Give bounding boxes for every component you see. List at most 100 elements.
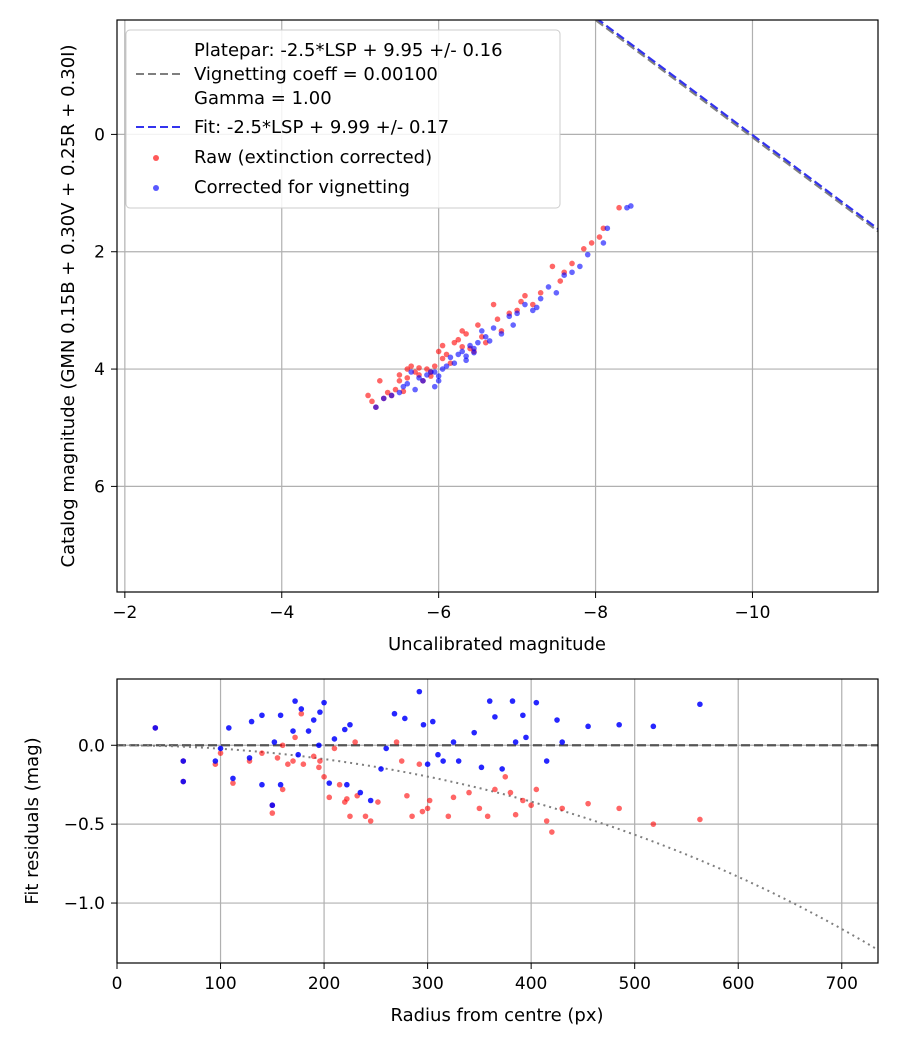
bottom-raw-residual-point <box>347 813 353 820</box>
top-corrected-point <box>431 369 438 375</box>
top-corrected-point <box>561 272 567 279</box>
top-raw-point <box>475 322 481 328</box>
bottom-corrected-residual-point <box>271 739 278 745</box>
bottom-corrected-residual-point <box>543 758 550 764</box>
top-corrected-point <box>373 404 379 411</box>
top-raw-point <box>424 366 430 372</box>
legend: Platepar: -2.5*LSP + 9.95 +/- 0.16 Vigne… <box>125 29 561 209</box>
bottom-corrected-residual-point <box>616 721 622 728</box>
top-raw-point <box>494 316 501 323</box>
bottom-corrected-residual-point <box>585 723 591 730</box>
top-raw-point <box>439 355 446 362</box>
top-corrected-point <box>400 383 407 390</box>
bottom-raw-residual-point <box>466 789 472 796</box>
top-corrected-point <box>471 345 477 352</box>
top-corrected-point <box>463 353 469 359</box>
bottom-axes-frame <box>116 678 879 964</box>
top-x-axis-label: Uncalibrated magnitude <box>388 634 606 655</box>
bottom-corrected-residual-point <box>554 717 560 723</box>
top-raw-point <box>404 366 411 372</box>
bottom-y-tick-label: 0.0 <box>78 736 105 756</box>
bottom-raw-residual-point <box>416 761 423 767</box>
bottom-corrected-residual-point <box>317 709 323 715</box>
legend-corrected-marker <box>153 185 159 191</box>
bottom-raw-residual-point <box>336 781 343 788</box>
top-x-tick-label: −10 <box>735 603 771 623</box>
bottom-corrected-residual-point <box>424 761 431 767</box>
top-raw-point <box>365 392 371 399</box>
bottom-x-tick-label: 700 <box>826 974 858 994</box>
bottom-x-tick-label: 200 <box>308 974 340 994</box>
bottom-corrected-residual-point <box>429 718 436 725</box>
bottom-raw-residual-point <box>300 761 307 767</box>
bottom-raw-residual-point <box>559 805 566 812</box>
bottom-raw-residual-point <box>274 755 281 761</box>
bottom-raw-residual-point <box>321 774 327 780</box>
top-corrected-point <box>506 313 513 320</box>
bottom-raw-residual-point <box>520 797 526 804</box>
bottom-raw-residual-point <box>502 774 509 780</box>
top-corrected-point <box>545 284 552 290</box>
top-scatter-points <box>365 203 634 411</box>
top-corrected-point <box>522 301 528 308</box>
top-y-axis-label: Catalog magnitude (GMN 0.15B + 0.30V + 0… <box>58 44 79 567</box>
top-corrected-point <box>443 363 450 369</box>
bottom-raw-residual-point <box>533 786 540 793</box>
bottom-raw-residual-point <box>450 794 457 801</box>
top-corrected-point <box>416 375 422 381</box>
bottom-x-tick-label: 600 <box>722 974 754 994</box>
top-corrected-point <box>604 225 611 232</box>
bottom-raw-residual-point <box>285 761 291 767</box>
bottom-raw-residual-point <box>419 808 426 815</box>
legend-raw-marker <box>153 155 159 161</box>
bottom-raw-residual-point <box>310 753 317 760</box>
bottom-raw-residual-point <box>352 739 358 745</box>
top-raw-point <box>412 369 418 375</box>
top-raw-point <box>463 331 469 337</box>
top-raw-point <box>416 365 422 371</box>
top-raw-point <box>435 348 442 355</box>
bottom-raw-residual-point <box>492 786 498 793</box>
bottom-corrected-residual-point <box>347 721 353 728</box>
bottom-raw-residual-point <box>398 758 405 764</box>
bottom-corrected-residual-point <box>226 725 232 731</box>
bottom-raw-residual-point <box>362 813 369 820</box>
bottom-corrected-residual-point <box>326 780 333 786</box>
top-x-tick-label: −8 <box>583 603 608 623</box>
bottom-corrected-residual-point <box>180 758 187 764</box>
bottom-y-ticks: 0.0 −0.5 −1.0 <box>64 736 117 914</box>
top-raw-point <box>459 328 465 334</box>
bottom-raw-residual-point <box>549 829 555 835</box>
bottom-corrected-residual-point <box>321 699 327 706</box>
legend-raw-label: Raw (extinction corrected) <box>194 147 432 168</box>
top-x-tick-label: −6 <box>426 603 451 623</box>
bottom-corrected-residual-point <box>435 751 441 758</box>
bottom-raw-residual-point <box>317 758 323 764</box>
top-corrected-point <box>467 342 473 349</box>
bottom-raw-residual-point <box>367 818 374 824</box>
bottom-raw-residual-point <box>426 797 433 804</box>
top-y-tick-label: 6 <box>94 477 105 497</box>
bottom-scatter-points <box>152 688 703 835</box>
bottom-raw-residual-point <box>230 780 236 786</box>
top-corrected-point <box>498 331 505 337</box>
top-corrected-point <box>479 328 485 334</box>
top-raw-point <box>479 334 485 340</box>
bottom-corrected-residual-point <box>212 758 219 764</box>
bottom-corrected-residual-point <box>248 718 255 725</box>
top-raw-point <box>455 336 462 343</box>
bottom-corrected-residual-point <box>450 739 457 745</box>
bottom-corrected-residual-point <box>499 766 505 772</box>
legend-gamma-label: Gamma = 1.00 <box>194 88 332 109</box>
top-y-tick-label: 4 <box>94 360 105 380</box>
top-raw-point <box>518 298 524 305</box>
top-raw-point <box>537 290 544 296</box>
bottom-raw-residual-point <box>409 813 415 820</box>
top-corrected-point <box>530 307 536 314</box>
top-corrected-point <box>451 360 458 367</box>
bottom-raw-residual-point <box>217 750 224 756</box>
bottom-raw-residual-point <box>298 710 305 717</box>
bottom-raw-residual-point <box>484 813 491 820</box>
